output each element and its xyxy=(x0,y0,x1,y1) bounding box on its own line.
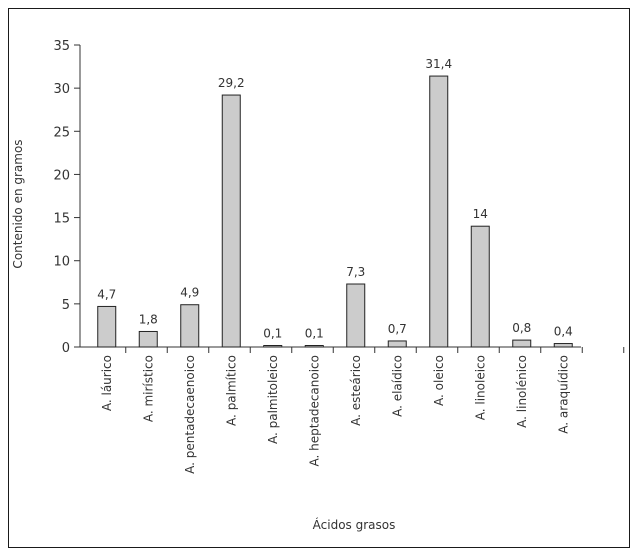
bar-data-label: 0,8 xyxy=(512,321,531,335)
bar xyxy=(429,75,449,348)
y-tick-label: 10 xyxy=(53,255,70,270)
y-tick-label: 5 xyxy=(62,298,70,313)
bar xyxy=(138,330,158,348)
category-label: A. linoleico xyxy=(473,355,487,420)
bar-data-label: 0,1 xyxy=(305,327,324,341)
y-tick-label: 0 xyxy=(62,341,70,356)
bar xyxy=(470,225,490,348)
axes xyxy=(79,45,581,348)
bar xyxy=(553,343,573,348)
bar-data-label: 7,3 xyxy=(346,265,365,279)
data-labels: 4,7 1,8 4,9 29,2 0,1 0,1 7,3 0,7 31,4 14 0,8 0,4 xyxy=(97,57,573,340)
bar xyxy=(512,339,532,348)
x-ticks xyxy=(125,347,625,353)
y-tick-label: 15 xyxy=(53,212,70,227)
bar-data-label: 4,9 xyxy=(180,286,199,300)
bar-data-label: 29,2 xyxy=(218,76,245,90)
bar-data-label: 0,7 xyxy=(388,322,407,336)
y-tick-label: 30 xyxy=(53,82,70,97)
category-label: A. palmitoleico xyxy=(266,355,280,444)
y-tick-label: 25 xyxy=(53,125,70,140)
bars xyxy=(97,75,573,348)
category-labels: A. láurico A. mirístico A. pentadecaenoico… xyxy=(100,355,571,474)
category-label: A. linolénico xyxy=(515,355,529,428)
bar-data-label: 14 xyxy=(473,207,488,221)
bar-data-label: 31,4 xyxy=(425,57,452,71)
category-label: A. láurico xyxy=(100,355,114,411)
bar-chart: 0 5 10 15 20 25 30 35 4,7 1,8 4,9 29,2 0,1 0,1 7,3 0,7… xyxy=(11,39,625,532)
category-label: A. araquídico xyxy=(556,355,570,434)
bar xyxy=(97,305,117,348)
bar xyxy=(304,345,324,348)
bar-data-label: 0,1 xyxy=(263,327,282,341)
y-tick-label: 20 xyxy=(53,168,70,183)
bar-data-label: 4,7 xyxy=(97,287,116,301)
bar xyxy=(263,345,283,348)
bar-data-label: 1,8 xyxy=(139,312,158,326)
chart-frame: 0 5 10 15 20 25 30 35 4,7 1,8 4,9 29,2 0,1 0,1 7,3 0,7… xyxy=(8,8,630,548)
category-label: A. pentadecaenoico xyxy=(183,355,197,474)
y-ticks: 0 5 10 15 20 25 30 35 xyxy=(53,39,80,356)
x-axis-title: Ácidos grasos xyxy=(313,517,396,532)
bar xyxy=(180,304,200,348)
category-label: A. mirístico xyxy=(141,355,155,422)
category-label: A. palmítico xyxy=(224,355,238,426)
bar-data-label: 0,4 xyxy=(554,325,573,339)
category-label: A. oleico xyxy=(432,355,446,406)
bar xyxy=(346,283,366,348)
category-label: A. esteárico xyxy=(349,355,363,426)
bar xyxy=(387,340,407,348)
y-axis-title: Contenido en gramos xyxy=(11,139,25,268)
bar xyxy=(221,94,241,348)
y-tick-label: 35 xyxy=(53,39,70,54)
category-label: A. heptadecanoico xyxy=(307,355,321,466)
category-label: A. elaídico xyxy=(390,355,404,417)
